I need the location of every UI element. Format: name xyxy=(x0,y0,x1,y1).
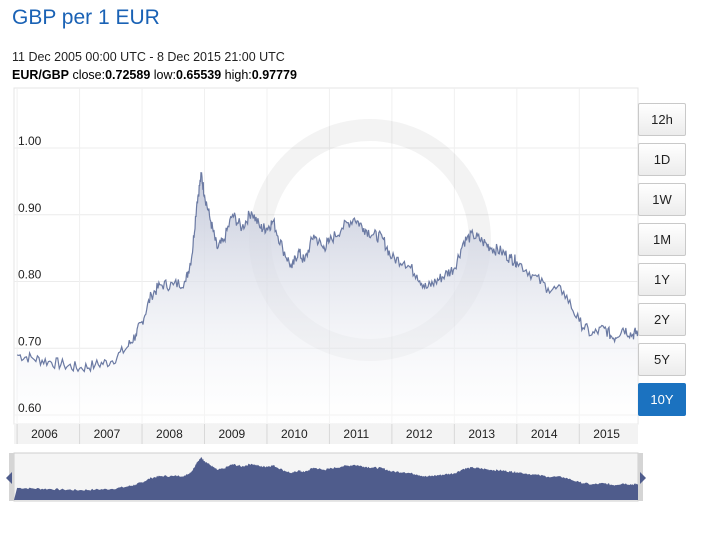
y-axis: 0.60 0.70 0.80 0.90 1.00 xyxy=(18,134,42,415)
high-label: high: xyxy=(224,68,252,82)
navigator-right-arrow-icon[interactable] xyxy=(640,472,646,484)
close-value: 0.72589 xyxy=(105,68,151,82)
x-tick-label: 2011 xyxy=(343,427,369,441)
chart-title: GBP per 1 EUR xyxy=(12,6,160,29)
range-button-1m[interactable]: 1M xyxy=(638,223,686,256)
x-tick-label: 2006 xyxy=(31,427,58,441)
low-value: 0.65539 xyxy=(176,68,222,82)
x-tick-label: 2015 xyxy=(593,427,620,441)
range-button-5y[interactable]: 5Y xyxy=(638,343,686,376)
x-axis: 2006 2007 2008 2009 2010 2011 2012 2013 2014 2015 xyxy=(16,424,620,444)
range-button-1w[interactable]: 1W xyxy=(638,183,686,216)
range-button-2y[interactable]: 2Y xyxy=(638,303,686,336)
series-line xyxy=(16,171,639,373)
range-button-10y[interactable]: 10Y xyxy=(638,383,686,416)
area-fill xyxy=(14,172,638,424)
x-tick-label: 2013 xyxy=(468,427,495,441)
high-value: 0.97779 xyxy=(251,68,297,82)
x-tick-label: 2012 xyxy=(406,427,433,441)
range-button-1y[interactable]: 1Y xyxy=(638,263,686,296)
close-label: close: xyxy=(72,68,106,82)
y-tick-label: 0.80 xyxy=(18,268,42,282)
pair-label: EUR/GBP xyxy=(12,68,69,82)
y-tick-label: 1.00 xyxy=(18,134,42,148)
date-range: 11 Dec 2005 00:00 UTC - 8 Dec 2015 21:00… xyxy=(12,50,285,64)
range-buttons: 12h 1D 1W 1M 1Y 2Y 5Y 10Y xyxy=(638,103,688,423)
y-tick-label: 0.90 xyxy=(18,201,42,215)
navigator-area xyxy=(14,457,638,500)
navigator-left-arrow-icon[interactable] xyxy=(6,472,12,484)
x-tick-label: 2009 xyxy=(219,427,246,441)
x-tick-label: 2010 xyxy=(281,427,308,441)
x-tick-label: 2008 xyxy=(156,427,183,441)
y-tick-label: 0.70 xyxy=(18,334,42,348)
range-button-12h[interactable]: 12h xyxy=(638,103,686,136)
y-tick-label: 0.60 xyxy=(18,401,42,415)
x-tick-label: 2014 xyxy=(531,427,558,441)
low-label: low: xyxy=(153,68,176,82)
range-button-1d[interactable]: 1D xyxy=(638,143,686,176)
x-tick-label: 2007 xyxy=(94,427,121,441)
x-axis-band xyxy=(14,424,638,444)
price-stats: EUR/GBP close:0.72589 low:0.65539 high:0… xyxy=(12,68,297,82)
